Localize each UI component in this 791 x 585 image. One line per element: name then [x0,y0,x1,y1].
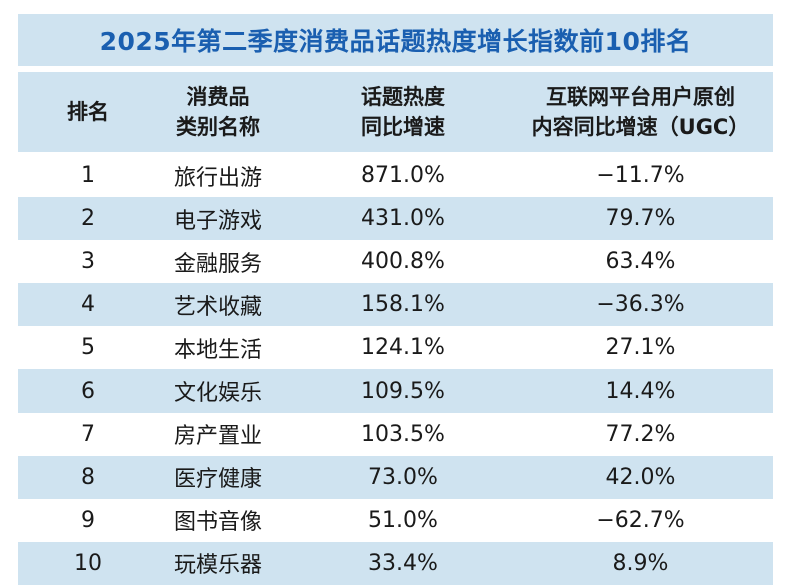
heat-growth-cell: 109.5% [361,378,445,404]
ugc-growth-cell: 14.4% [605,378,676,404]
table-title: 2025年第二季度消费品话题热度增长指数前10排名 [18,14,773,66]
category-cell: 本地生活 [173,337,262,363]
category-cell: 金融服务 [173,251,262,277]
rank-cell: 1 [81,163,95,189]
category-cell: 房产置业 [173,424,262,450]
ugc-growth-cell: 79.7% [605,206,676,232]
ugc-growth-cell: 27.1% [605,335,676,361]
category-cell: 文化娱乐 [173,381,262,407]
header-category: 消费品 类别名称 [143,72,293,152]
category-cell: 图书音像 [173,510,262,536]
header-heat-line1: 话题热度 [361,85,445,109]
header-heat-line2: 同比增速 [361,115,445,139]
rank-cell: 6 [81,378,95,404]
heat-growth-cell: 103.5% [361,421,445,447]
category-cell: 旅行出游 [173,165,262,191]
table-row: 7 房产置业 103.5% 77.2% [18,413,773,456]
heat-growth-cell: 871.0% [361,163,445,189]
header-ugc: 互联网平台用户原创 内容同比增速（UGC） [508,72,773,152]
rank-cell: 4 [81,292,95,318]
heat-growth-cell: 33.4% [368,550,438,576]
rank-cell: 5 [81,335,95,361]
category-cell: 电子游戏 [173,208,262,234]
header-heat: 话题热度 同比增速 [323,72,483,152]
rank-cell: 8 [81,464,95,490]
header-rank-label: 排名 [67,100,109,124]
heat-growth-cell: 400.8% [361,249,445,275]
table-row: 10 玩模乐器 33.4% 8.9% [18,541,773,585]
heat-growth-cell: 73.0% [368,464,438,490]
table-row: 2 电子游戏 431.0% 79.7% [18,197,773,241]
heat-growth-cell: 431.0% [361,206,445,232]
heat-growth-cell: 51.0% [368,507,438,533]
table-header-row: 排名 消费品 类别名称 话题热度 同比增速 互联网平台用户原创 内容同比增速（U… [18,72,773,152]
rank-cell: 3 [81,249,95,275]
table-row: 1 旅行出游 871.0% −11.7% [18,154,773,197]
table-row: 3 金融服务 400.8% 63.4% [18,240,773,283]
table-body: 1 旅行出游 871.0% −11.7% 2 电子游戏 431.0% 79.7%… [18,154,773,585]
table-row: 6 文化娱乐 109.5% 14.4% [18,369,773,413]
table-row: 4 艺术收藏 158.1% −36.3% [18,283,773,327]
category-cell: 艺术收藏 [173,294,262,320]
ugc-growth-cell: 77.2% [605,421,676,447]
rank-cell: 2 [81,206,95,232]
table-row: 5 本地生活 124.1% 27.1% [18,326,773,369]
category-cell: 医疗健康 [173,467,262,493]
ugc-growth-cell: −62.7% [596,507,685,533]
category-cell: 玩模乐器 [173,553,262,579]
header-ugc-line1: 互联网平台用户原创 [546,85,735,109]
rank-cell: 7 [81,421,95,447]
table-row: 9 图书音像 51.0% −62.7% [18,499,773,542]
ugc-growth-cell: 63.4% [605,249,676,275]
ugc-growth-cell: −11.7% [596,163,685,189]
heat-growth-cell: 158.1% [361,292,445,318]
header-ugc-line2: 内容同比增速（UGC） [531,115,750,139]
ugc-growth-cell: 8.9% [612,550,669,576]
rank-cell: 10 [74,550,102,576]
heat-growth-cell: 124.1% [361,335,445,361]
rank-cell: 9 [81,507,95,533]
header-rank: 排名 [38,72,138,152]
header-category-line2: 类别名称 [176,115,260,139]
header-category-line1: 消费品 [186,85,250,109]
table-row: 8 医疗健康 73.0% 42.0% [18,455,773,499]
ugc-growth-cell: −36.3% [596,292,685,318]
ugc-growth-cell: 42.0% [605,464,676,490]
